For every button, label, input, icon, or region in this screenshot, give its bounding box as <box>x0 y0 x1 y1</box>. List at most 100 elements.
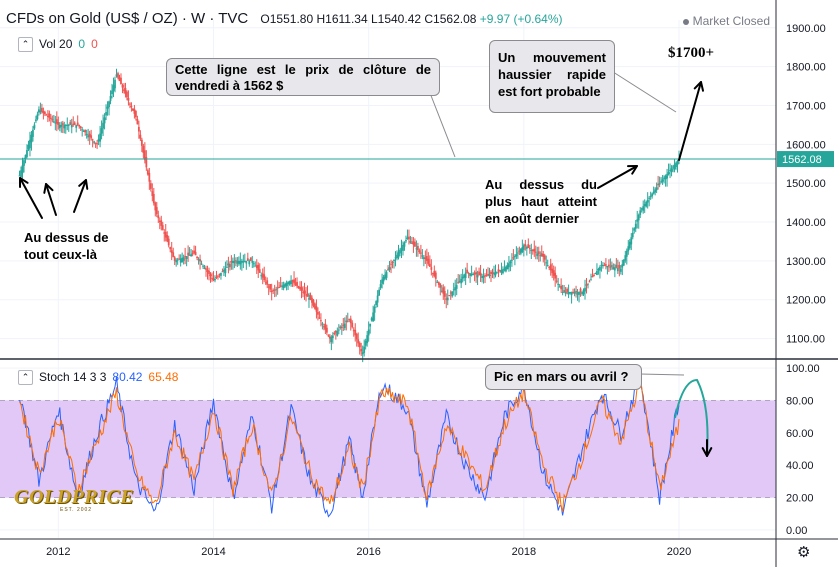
candle-body <box>303 290 306 294</box>
candle-body <box>181 257 184 262</box>
candle-body <box>190 254 193 257</box>
candle-body <box>66 124 69 126</box>
candle-body <box>619 268 622 272</box>
candle-body <box>60 124 63 127</box>
arrow-target <box>678 81 705 161</box>
candle-body <box>648 197 651 199</box>
candle-body <box>524 244 527 247</box>
candle <box>399 248 401 257</box>
candle <box>594 272 597 275</box>
candle <box>223 266 225 277</box>
candle-body <box>646 199 649 203</box>
goldprice-logo: GOLDPRICE <box>14 486 135 508</box>
candle-body <box>340 326 343 329</box>
candle-body <box>463 274 466 278</box>
candle-body <box>636 219 639 222</box>
candle <box>567 284 570 299</box>
candle-body <box>251 260 254 263</box>
candle <box>330 335 333 351</box>
candle-body <box>49 117 52 119</box>
stoch-k-value: 80.42 <box>112 370 143 384</box>
candle <box>590 273 592 281</box>
candle-body <box>129 103 131 105</box>
candle-body <box>370 318 373 321</box>
candle <box>405 235 407 244</box>
gear-icon[interactable]: ⚙ <box>797 544 811 561</box>
candle <box>211 272 213 282</box>
candle <box>676 159 679 173</box>
candle <box>437 281 440 288</box>
candle-body <box>525 247 528 249</box>
candle <box>227 256 230 274</box>
candle <box>663 175 665 184</box>
candle-body <box>24 155 27 160</box>
candle-body <box>408 236 410 240</box>
candle-body <box>175 260 178 263</box>
collapse-chevron-icon[interactable]: ⌃ <box>18 37 33 53</box>
volume-label[interactable]: Vol 20 <box>39 37 73 51</box>
candle <box>214 275 216 283</box>
candle-body <box>566 289 569 292</box>
candle-body <box>23 160 25 166</box>
candle <box>184 247 187 265</box>
candle-body <box>442 287 445 294</box>
candle-body <box>448 295 451 297</box>
price-tick-label: 1800.00 <box>786 62 826 74</box>
stoch-line-d <box>19 381 680 513</box>
status-dot-icon <box>682 18 689 25</box>
stoch-label[interactable]: Stoch 14 3 3 <box>39 370 107 384</box>
candle-body <box>325 327 328 333</box>
arrow-head <box>19 177 29 188</box>
candle-body <box>452 289 455 291</box>
candle <box>640 207 643 213</box>
last-price-tag <box>777 151 834 168</box>
candle <box>221 268 224 273</box>
arrow-above-all-3 <box>73 179 89 213</box>
collapse-chevron-icon[interactable]: ⌃ <box>18 370 33 386</box>
price-target-label: $1700+ <box>668 45 715 61</box>
high-value: H1611.34 <box>316 12 368 26</box>
candle-body <box>93 141 96 143</box>
candle <box>285 280 288 291</box>
candle-body <box>642 206 645 211</box>
candle-body <box>117 73 119 78</box>
candle-body <box>230 261 233 263</box>
candle <box>372 305 375 322</box>
candle-body <box>139 134 142 139</box>
candle <box>491 268 494 279</box>
candle <box>619 265 622 275</box>
low-value: L1540.42 <box>370 12 422 26</box>
candle <box>463 273 466 282</box>
candle-body <box>88 133 91 137</box>
candle-body <box>393 259 395 262</box>
candle-body <box>182 257 185 261</box>
candle-body <box>602 265 604 267</box>
candle <box>478 267 480 276</box>
candle-body <box>567 291 570 295</box>
candle <box>129 102 131 109</box>
candle <box>357 332 360 347</box>
candle-body <box>285 282 288 287</box>
candle-body <box>321 323 324 325</box>
candle <box>29 131 31 157</box>
candle-body <box>270 290 273 292</box>
candle <box>93 140 96 145</box>
candle-body <box>581 291 583 295</box>
candle-body <box>351 322 354 328</box>
candle-body <box>187 252 190 256</box>
candlestick-series <box>18 68 680 363</box>
candle-body <box>294 283 297 285</box>
candle-body <box>633 228 636 231</box>
candle <box>196 255 198 261</box>
candle <box>384 269 386 280</box>
candle-body <box>563 290 566 292</box>
candle <box>26 144 28 159</box>
symbol-title[interactable]: CFDs on Gold (US$ / OZ) · W · TVC <box>6 10 249 27</box>
candle-body <box>600 264 603 266</box>
candle <box>379 279 382 290</box>
candle <box>525 245 528 256</box>
candle <box>600 260 603 272</box>
candle-body <box>231 260 234 263</box>
candle <box>340 323 343 335</box>
candle-body <box>467 273 470 275</box>
